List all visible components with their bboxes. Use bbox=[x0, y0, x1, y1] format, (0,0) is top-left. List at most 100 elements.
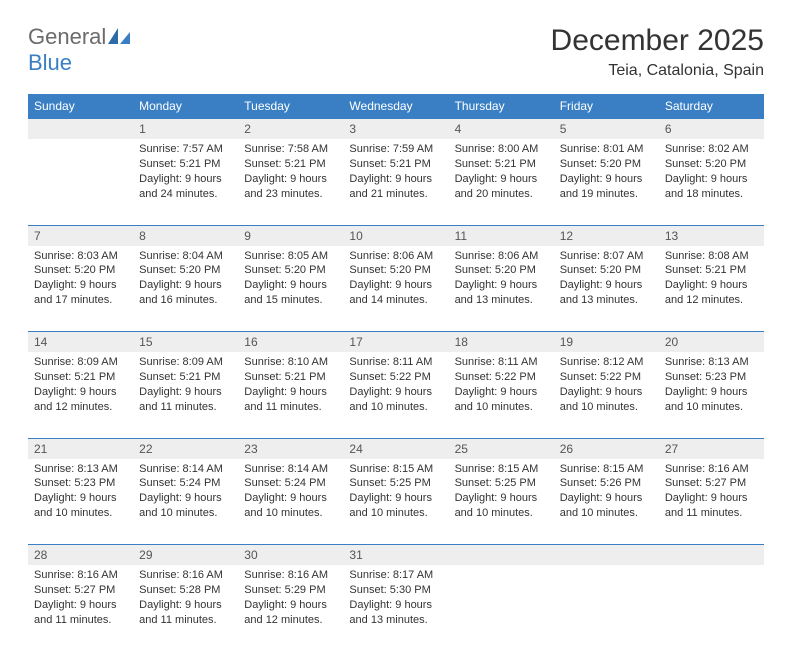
day-number bbox=[28, 119, 133, 140]
daylight-text: Daylight: 9 hours bbox=[139, 598, 232, 613]
sunrise-text: Sunrise: 8:11 AM bbox=[455, 355, 548, 370]
weekday-header: Sunday bbox=[28, 94, 133, 119]
sunset-text: Sunset: 5:22 PM bbox=[560, 370, 653, 385]
daylight-text: and 10 minutes. bbox=[665, 400, 758, 415]
day-cell: Sunrise: 8:14 AMSunset: 5:24 PMDaylight:… bbox=[133, 459, 238, 545]
daylight-text: and 10 minutes. bbox=[139, 506, 232, 521]
sunrise-text: Sunrise: 8:01 AM bbox=[560, 142, 653, 157]
calendar-table: Sunday Monday Tuesday Wednesday Thursday… bbox=[28, 94, 764, 651]
day-number: 29 bbox=[133, 545, 238, 566]
daylight-text: and 11 minutes. bbox=[139, 400, 232, 415]
sunrise-text: Sunrise: 8:17 AM bbox=[349, 568, 442, 583]
sunset-text: Sunset: 5:24 PM bbox=[139, 476, 232, 491]
day-number: 25 bbox=[449, 438, 554, 459]
sunset-text: Sunset: 5:20 PM bbox=[455, 263, 548, 278]
day-cell: Sunrise: 8:05 AMSunset: 5:20 PMDaylight:… bbox=[238, 246, 343, 332]
daylight-text: Daylight: 9 hours bbox=[560, 172, 653, 187]
daylight-text: and 10 minutes. bbox=[455, 400, 548, 415]
sunrise-text: Sunrise: 8:15 AM bbox=[455, 462, 548, 477]
daylight-text: and 10 minutes. bbox=[34, 506, 127, 521]
weekday-header: Friday bbox=[554, 94, 659, 119]
sunset-text: Sunset: 5:21 PM bbox=[665, 263, 758, 278]
month-title: December 2025 bbox=[551, 24, 764, 58]
daylight-text: Daylight: 9 hours bbox=[455, 491, 548, 506]
daylight-text: and 11 minutes. bbox=[34, 613, 127, 628]
daynum-row: 21222324252627 bbox=[28, 438, 764, 459]
day-number: 12 bbox=[554, 225, 659, 246]
daylight-text: and 10 minutes. bbox=[560, 506, 653, 521]
day-cell: Sunrise: 8:11 AMSunset: 5:22 PMDaylight:… bbox=[449, 352, 554, 438]
sunset-text: Sunset: 5:22 PM bbox=[349, 370, 442, 385]
daynum-row: 14151617181920 bbox=[28, 332, 764, 353]
sunrise-text: Sunrise: 8:14 AM bbox=[139, 462, 232, 477]
daylight-text: Daylight: 9 hours bbox=[34, 491, 127, 506]
daylight-text: Daylight: 9 hours bbox=[139, 172, 232, 187]
day-cell: Sunrise: 8:07 AMSunset: 5:20 PMDaylight:… bbox=[554, 246, 659, 332]
day-cell bbox=[554, 565, 659, 651]
sunset-text: Sunset: 5:21 PM bbox=[139, 157, 232, 172]
day-cell: Sunrise: 8:16 AMSunset: 5:28 PMDaylight:… bbox=[133, 565, 238, 651]
day-cell: Sunrise: 8:08 AMSunset: 5:21 PMDaylight:… bbox=[659, 246, 764, 332]
weekday-header: Tuesday bbox=[238, 94, 343, 119]
day-cell bbox=[659, 565, 764, 651]
daylight-text: and 14 minutes. bbox=[349, 293, 442, 308]
day-cell: Sunrise: 7:59 AMSunset: 5:21 PMDaylight:… bbox=[343, 139, 448, 225]
sunrise-text: Sunrise: 8:15 AM bbox=[560, 462, 653, 477]
day-cell: Sunrise: 8:15 AMSunset: 5:25 PMDaylight:… bbox=[449, 459, 554, 545]
sunset-text: Sunset: 5:20 PM bbox=[139, 263, 232, 278]
sunrise-text: Sunrise: 8:06 AM bbox=[455, 249, 548, 264]
sunrise-text: Sunrise: 8:16 AM bbox=[244, 568, 337, 583]
daylight-text: Daylight: 9 hours bbox=[665, 385, 758, 400]
logo: General Blue bbox=[28, 24, 132, 76]
day-number: 23 bbox=[238, 438, 343, 459]
logo-sail-icon bbox=[108, 28, 132, 44]
day-number: 24 bbox=[343, 438, 448, 459]
content-row: Sunrise: 8:16 AMSunset: 5:27 PMDaylight:… bbox=[28, 565, 764, 651]
day-cell: Sunrise: 8:16 AMSunset: 5:27 PMDaylight:… bbox=[28, 565, 133, 651]
day-number: 18 bbox=[449, 332, 554, 353]
daylight-text: Daylight: 9 hours bbox=[139, 491, 232, 506]
daylight-text: Daylight: 9 hours bbox=[244, 385, 337, 400]
daylight-text: and 19 minutes. bbox=[560, 187, 653, 202]
sunset-text: Sunset: 5:21 PM bbox=[139, 370, 232, 385]
daylight-text: and 11 minutes. bbox=[244, 400, 337, 415]
sunrise-text: Sunrise: 8:13 AM bbox=[34, 462, 127, 477]
day-number: 9 bbox=[238, 225, 343, 246]
sunrise-text: Sunrise: 8:15 AM bbox=[349, 462, 442, 477]
daylight-text: and 12 minutes. bbox=[34, 400, 127, 415]
sunset-text: Sunset: 5:28 PM bbox=[139, 583, 232, 598]
day-number: 7 bbox=[28, 225, 133, 246]
content-row: Sunrise: 8:13 AMSunset: 5:23 PMDaylight:… bbox=[28, 459, 764, 545]
daylight-text: Daylight: 9 hours bbox=[665, 278, 758, 293]
daylight-text: and 23 minutes. bbox=[244, 187, 337, 202]
sunrise-text: Sunrise: 8:02 AM bbox=[665, 142, 758, 157]
sunrise-text: Sunrise: 8:08 AM bbox=[665, 249, 758, 264]
daylight-text: and 18 minutes. bbox=[665, 187, 758, 202]
day-cell: Sunrise: 8:16 AMSunset: 5:27 PMDaylight:… bbox=[659, 459, 764, 545]
sunset-text: Sunset: 5:23 PM bbox=[34, 476, 127, 491]
daylight-text: and 12 minutes. bbox=[665, 293, 758, 308]
sunset-text: Sunset: 5:27 PM bbox=[34, 583, 127, 598]
logo-word-blue: Blue bbox=[28, 50, 72, 75]
day-number: 11 bbox=[449, 225, 554, 246]
daylight-text: Daylight: 9 hours bbox=[34, 278, 127, 293]
daynum-row: 78910111213 bbox=[28, 225, 764, 246]
daylight-text: Daylight: 9 hours bbox=[349, 491, 442, 506]
daylight-text: Daylight: 9 hours bbox=[349, 598, 442, 613]
daylight-text: Daylight: 9 hours bbox=[139, 385, 232, 400]
day-cell: Sunrise: 8:15 AMSunset: 5:25 PMDaylight:… bbox=[343, 459, 448, 545]
day-number bbox=[554, 545, 659, 566]
daylight-text: Daylight: 9 hours bbox=[34, 598, 127, 613]
day-number: 8 bbox=[133, 225, 238, 246]
sunset-text: Sunset: 5:20 PM bbox=[560, 157, 653, 172]
sunset-text: Sunset: 5:21 PM bbox=[244, 370, 337, 385]
day-number: 27 bbox=[659, 438, 764, 459]
sunset-text: Sunset: 5:24 PM bbox=[244, 476, 337, 491]
sunset-text: Sunset: 5:27 PM bbox=[665, 476, 758, 491]
day-cell: Sunrise: 8:04 AMSunset: 5:20 PMDaylight:… bbox=[133, 246, 238, 332]
sunrise-text: Sunrise: 8:16 AM bbox=[665, 462, 758, 477]
day-number: 17 bbox=[343, 332, 448, 353]
daylight-text: Daylight: 9 hours bbox=[455, 278, 548, 293]
day-number: 16 bbox=[238, 332, 343, 353]
sunrise-text: Sunrise: 8:16 AM bbox=[34, 568, 127, 583]
